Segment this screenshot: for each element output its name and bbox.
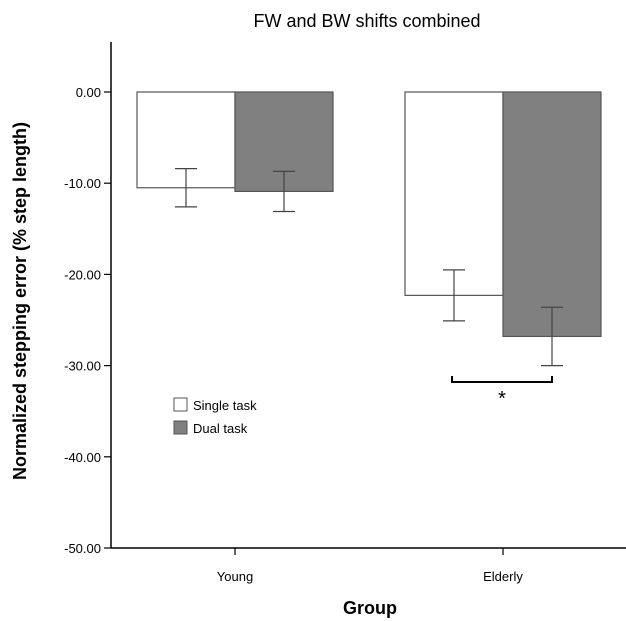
x-tick-label-elderly: Elderly [483,569,523,584]
x-ticks-group: Young Elderly [217,548,523,584]
bars-group [136,91,602,338]
error-bar-single-task-elderly [443,269,465,322]
significance-star: * [498,388,506,410]
bracket-line [451,376,553,383]
y-tick-label: -10.00 [64,176,101,191]
y-tick-label: -20.00 [64,267,101,282]
error-bars-group [175,168,563,367]
legend-swatch-dual-task [173,420,188,435]
chart-title: FW and BW shifts combined [253,11,480,31]
y-ticks-group: 0.00 -10.00 -20.00 -30.00 -40.00 -50.00 [64,85,111,556]
x-axis-label: Group [343,598,397,618]
error-bar-dual-task-elderly [541,306,563,367]
y-tick-label: -50.00 [64,541,101,556]
legend: Single task Dual task [173,397,257,436]
y-axis-label: Normalized stepping error (% step length… [10,122,30,480]
x-tick-label-young: Young [217,569,253,584]
legend-label-dual-task: Dual task [193,421,248,436]
y-tick-label: 0.00 [76,85,101,100]
y-tick-label: -40.00 [64,450,101,465]
legend-label-single-task: Single task [193,398,257,413]
error-bar-dual-task-young [273,170,295,213]
error-bar-single-task-young [175,168,197,208]
y-tick-label: -30.00 [64,359,101,374]
significance-bracket: * [451,376,553,410]
bar-single-task-elderly [404,91,504,296]
legend-swatch-single-task [173,397,188,412]
bar-dual-task-elderly [502,91,602,338]
